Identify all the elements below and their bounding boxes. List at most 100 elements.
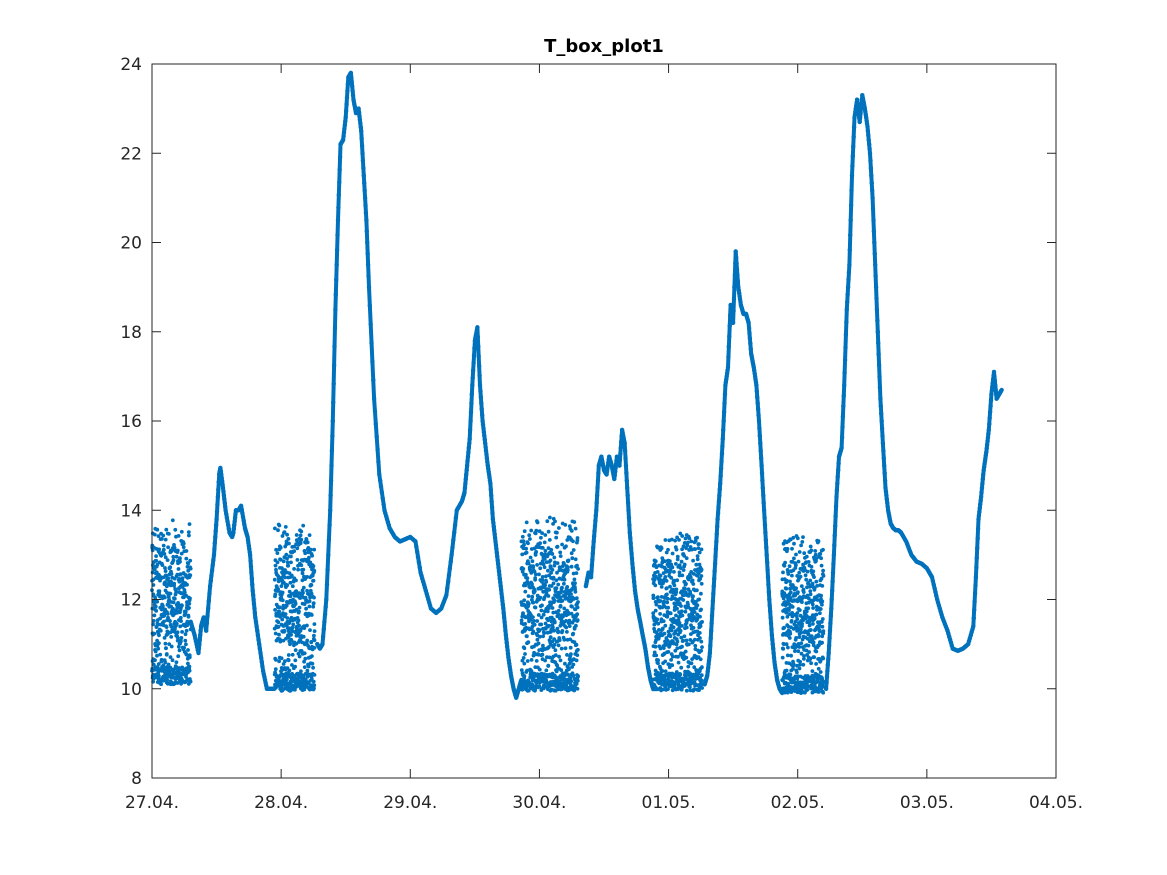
data-point bbox=[663, 659, 668, 664]
data-point bbox=[549, 571, 553, 575]
data-point bbox=[303, 551, 308, 556]
data-point bbox=[574, 596, 579, 601]
data-point bbox=[835, 481, 840, 486]
data-point bbox=[552, 555, 557, 560]
data-point bbox=[358, 121, 363, 126]
data-point bbox=[556, 608, 561, 613]
data-point bbox=[871, 218, 876, 223]
data-point bbox=[732, 284, 737, 290]
y-tick-label: 20 bbox=[120, 234, 142, 254]
data-point bbox=[521, 656, 526, 660]
data-point bbox=[808, 676, 813, 681]
data-point bbox=[289, 632, 293, 637]
data-point bbox=[781, 647, 786, 651]
data-point bbox=[799, 641, 804, 646]
data-point bbox=[175, 630, 180, 635]
data-point bbox=[594, 500, 599, 505]
data-point bbox=[471, 360, 476, 366]
data-point bbox=[934, 593, 939, 598]
data-point bbox=[808, 592, 813, 597]
data-point bbox=[628, 540, 633, 546]
data-point bbox=[794, 636, 798, 640]
data-point bbox=[631, 570, 636, 575]
data-point bbox=[975, 536, 980, 541]
data-point bbox=[666, 547, 670, 552]
data-point bbox=[720, 436, 725, 442]
data-point bbox=[367, 303, 372, 308]
data-point bbox=[819, 593, 823, 598]
data-point bbox=[576, 674, 580, 679]
data-point bbox=[869, 173, 874, 178]
data-point bbox=[678, 566, 683, 570]
data-point bbox=[799, 627, 803, 632]
data-point bbox=[174, 590, 179, 595]
data-point bbox=[697, 550, 702, 555]
data-point bbox=[365, 251, 370, 256]
data-point bbox=[872, 240, 877, 245]
data-point bbox=[804, 577, 809, 582]
data-point bbox=[521, 567, 526, 571]
data-point bbox=[187, 606, 191, 610]
data-point bbox=[695, 557, 700, 562]
data-point bbox=[809, 548, 814, 553]
data-point bbox=[538, 595, 543, 600]
data-point bbox=[329, 463, 334, 468]
data-point bbox=[980, 481, 985, 486]
data-point bbox=[756, 418, 762, 424]
data-point bbox=[344, 102, 349, 107]
data-point bbox=[276, 587, 280, 592]
data-point bbox=[879, 411, 884, 416]
data-point bbox=[321, 627, 326, 632]
data-point bbox=[762, 522, 768, 528]
data-point bbox=[825, 662, 830, 668]
data-point bbox=[463, 476, 468, 482]
data-point bbox=[714, 531, 719, 537]
data-point bbox=[784, 668, 789, 673]
data-point bbox=[670, 654, 675, 659]
data-point bbox=[811, 569, 816, 574]
data-point bbox=[333, 307, 338, 312]
data-point bbox=[710, 598, 716, 604]
data-point bbox=[157, 589, 162, 593]
data-point bbox=[365, 240, 370, 245]
data-point bbox=[782, 642, 786, 646]
data-point bbox=[829, 606, 834, 611]
data-point bbox=[311, 601, 316, 605]
data-point bbox=[519, 618, 524, 623]
data-point bbox=[847, 262, 852, 267]
data-point bbox=[689, 661, 694, 666]
data-point bbox=[798, 659, 802, 664]
x-tick-label: 29.04. bbox=[383, 793, 437, 813]
data-point bbox=[224, 515, 230, 520]
data-point bbox=[589, 563, 595, 568]
data-point bbox=[713, 546, 719, 552]
data-point bbox=[758, 441, 763, 446]
data-point bbox=[765, 575, 771, 580]
data-point bbox=[187, 668, 192, 673]
data-point bbox=[334, 277, 339, 282]
data-point bbox=[808, 656, 813, 661]
data-point bbox=[493, 543, 499, 548]
data-point bbox=[476, 344, 481, 349]
data-point bbox=[821, 679, 826, 684]
data-point bbox=[526, 541, 530, 546]
data-point bbox=[991, 369, 997, 375]
data-point bbox=[163, 537, 168, 542]
data-point bbox=[328, 493, 333, 498]
data-point bbox=[867, 142, 872, 147]
data-point bbox=[535, 637, 540, 642]
data-point bbox=[564, 544, 568, 549]
data-point bbox=[332, 325, 338, 331]
data-point bbox=[537, 628, 542, 632]
data-point bbox=[592, 528, 597, 534]
data-point bbox=[795, 663, 799, 668]
data-point bbox=[975, 526, 981, 531]
data-point bbox=[691, 594, 695, 599]
data-point bbox=[522, 529, 527, 534]
data-point bbox=[734, 255, 739, 260]
data-point bbox=[882, 470, 887, 476]
data-point bbox=[540, 652, 545, 657]
data-point bbox=[718, 481, 723, 486]
data-point bbox=[663, 575, 668, 579]
data-point bbox=[697, 542, 701, 546]
